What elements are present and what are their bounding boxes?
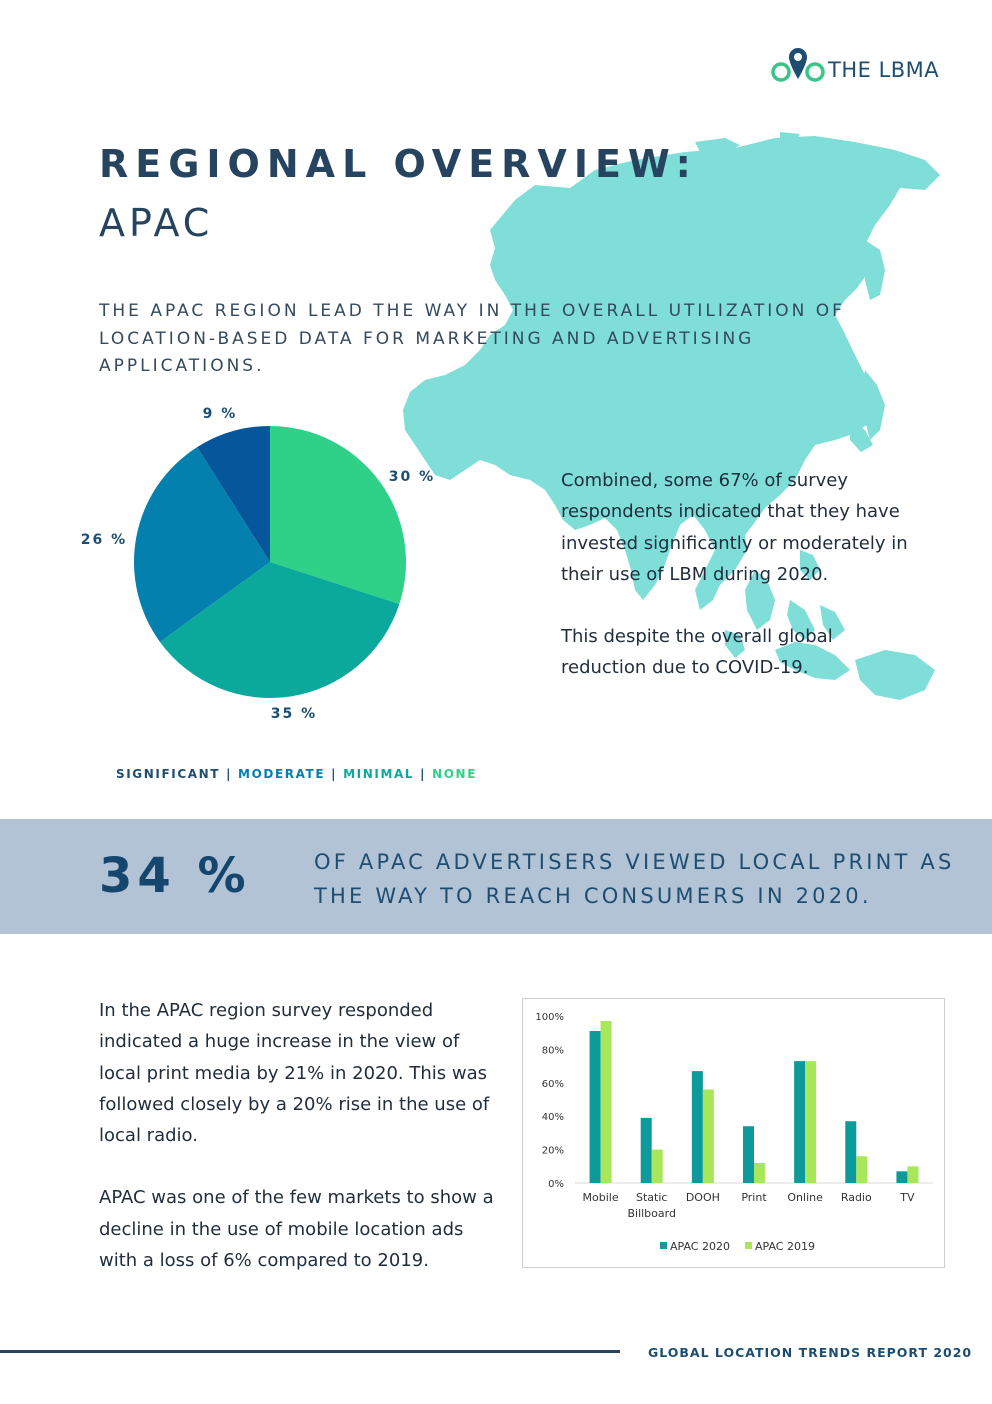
bar-apac-2020-print (743, 1126, 754, 1183)
stat-description: OF APAC ADVERTISERS VIEWED LOCAL PRINT A… (314, 850, 955, 908)
bar-apac-2020-tv (896, 1171, 908, 1183)
pie-legend: SIGNIFICANT | MODERATE | MINIMAL | NONE (116, 767, 477, 781)
legend-swatch (660, 1242, 667, 1249)
page-subtitle: APAC (99, 201, 214, 245)
legend-minimal: MINIMAL (343, 767, 415, 781)
pie-slice-moderate (159, 562, 400, 698)
combined-paragraph-2: This despite the overall global reductio… (561, 626, 833, 679)
bar-apac-2019-print (754, 1162, 765, 1183)
y-tick-label: 100% (535, 1012, 564, 1023)
y-tick-label: 40% (542, 1112, 564, 1123)
x-category-label: Print (741, 1191, 767, 1204)
combined-paragraphs: Combined, some 67% of survey respondents… (561, 465, 911, 715)
legend-significant: SIGNIFICANT (116, 767, 221, 781)
x-category-label: Radio (841, 1191, 872, 1204)
bar-apac-2019-online (805, 1061, 817, 1183)
y-tick-label: 80% (542, 1045, 564, 1056)
logo-pin-icon (771, 48, 825, 82)
body-paragraphs: In the APAC region survey responded indi… (99, 995, 494, 1307)
body-paragraph-2: APAC was one of the few markets to show … (99, 1187, 494, 1272)
legend-series-label: APAC 2020 (670, 1240, 730, 1253)
body-paragraph-1: In the APAC region survey responded indi… (99, 1000, 490, 1147)
x-category-label: Billboard (627, 1207, 675, 1220)
pie-label-moderate: 35 % (271, 706, 317, 722)
bar-apac-2019-static-billboard (651, 1149, 663, 1183)
footer-title: GLOBAL LOCATION TRENDS REPORT 2020 (648, 1345, 973, 1360)
lead-statement: THE APAC REGION LEAD THE WAY IN THE OVER… (99, 301, 845, 376)
x-category-label: Online (787, 1191, 823, 1204)
stat-value: 34 % (99, 848, 251, 904)
page-title: REGIONAL OVERVIEW: (99, 142, 698, 186)
pie-slice-minimal (270, 426, 406, 605)
pie-label-minimal: 30 % (389, 469, 435, 485)
legend-series-label: APAC 2019 (755, 1240, 815, 1253)
pie-label-significant: 26 % (81, 532, 127, 548)
combined-paragraph-1: Combined, some 67% of survey respondents… (561, 470, 908, 585)
bar-apac-2020-radio (845, 1121, 857, 1183)
legend-separator: | (420, 767, 427, 781)
bar-apac-2020-online (794, 1061, 806, 1183)
footer-rule (0, 1350, 620, 1353)
media-bar-chart-frame: 0% 20% 40% 60% 80% 100% Mobile Static Billboard D… (522, 998, 945, 1268)
lbma-logo: THE LBMA (770, 44, 960, 88)
bar-apac-2020-mobile (589, 1031, 601, 1183)
x-category-label: Static (636, 1191, 667, 1204)
pie-label-none: 9 % (203, 406, 238, 422)
legend-none: NONE (432, 767, 477, 781)
pie-slice-none (197, 426, 270, 562)
pie-slice-significant (134, 447, 270, 642)
legend-moderate: MODERATE (238, 767, 326, 781)
bar-apac-2019-tv (907, 1166, 919, 1183)
legend-swatch (745, 1242, 752, 1249)
apac-map (403, 132, 940, 700)
x-category-label: Mobile (583, 1191, 619, 1204)
stat-band (0, 819, 992, 934)
y-tick-label: 0% (548, 1179, 564, 1190)
legend-separator: | (226, 767, 233, 781)
y-tick-label: 20% (542, 1146, 564, 1157)
bar-apac-2019-dooh (702, 1089, 714, 1183)
bar-apac-2020-static-billboard (640, 1117, 652, 1183)
x-category-label: DOOH (686, 1191, 720, 1204)
bar-apac-2019-mobile (600, 1021, 612, 1183)
logo-text: THE LBMA (828, 58, 940, 82)
bar-apac-2020-dooh (691, 1071, 703, 1183)
y-tick-label: 60% (542, 1079, 564, 1090)
legend-separator: | (331, 767, 338, 781)
x-category-label: TV (899, 1191, 915, 1204)
bar-apac-2019-radio (856, 1156, 868, 1183)
media-bar-chart: 0% 20% 40% 60% 80% 100% Mobile Static Billboard D… (535, 1012, 933, 1253)
investment-pie-chart: 9 % 30 % 26 % 35 % (81, 406, 435, 722)
